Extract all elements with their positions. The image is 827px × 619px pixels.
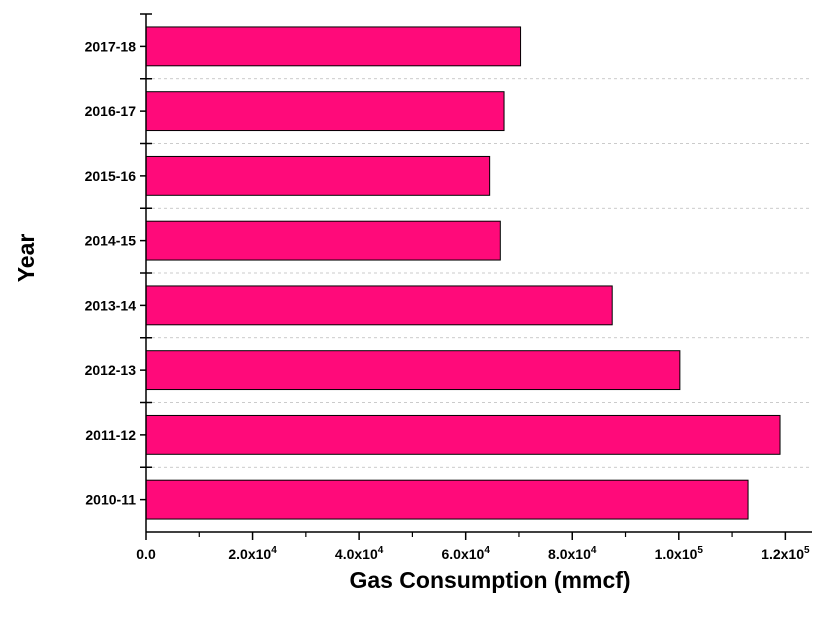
- y-tick-label: 2012-13: [85, 362, 137, 378]
- y-axis-ticks: 2010-11 2011-12 2012-13 2013-14 2014-15 2015-…: [85, 13, 152, 508]
- x-tick-label: 1.2x105: [761, 545, 810, 562]
- y-tick-label: 2010-11: [85, 492, 136, 508]
- bar-2015-16: [145, 155, 491, 196]
- y-tick-label: 2013-14: [85, 297, 137, 313]
- x-axis-title: Gas Consumption (mmcf): [349, 567, 630, 593]
- y-tick-label: 2017-18: [85, 38, 137, 54]
- x-tick-label: 6.0x104: [441, 545, 490, 562]
- bar-2012-13: [145, 350, 681, 391]
- bar-2010-11: [145, 479, 749, 520]
- x-tick-label: 0.0: [136, 546, 156, 562]
- bar-2014-15: [145, 220, 501, 261]
- x-tick-label: 2.0x104: [228, 545, 277, 562]
- bar-2016-17: [145, 91, 505, 132]
- y-tick-label: 2014-15: [85, 233, 137, 249]
- bar-2011-12: [145, 414, 781, 455]
- bar-2017-18: [145, 26, 522, 67]
- bars: [145, 26, 781, 520]
- y-tick-label: 2011-12: [85, 427, 136, 443]
- gridlines: [146, 78, 812, 468]
- x-tick-label: 4.0x104: [335, 545, 384, 562]
- y-axis-title: Year: [13, 234, 39, 283]
- x-tick-label: 8.0x104: [548, 545, 597, 562]
- y-tick-label: 2016-17: [85, 103, 137, 119]
- bar-2013-14: [145, 285, 613, 326]
- x-axis-ticks: 0.0 2.0x104 4.0x104 6.0x104 8.0x104 1.0x105 1.…: [136, 532, 810, 562]
- y-tick-label: 2015-16: [85, 168, 137, 184]
- x-tick-label: 1.0x105: [655, 545, 704, 562]
